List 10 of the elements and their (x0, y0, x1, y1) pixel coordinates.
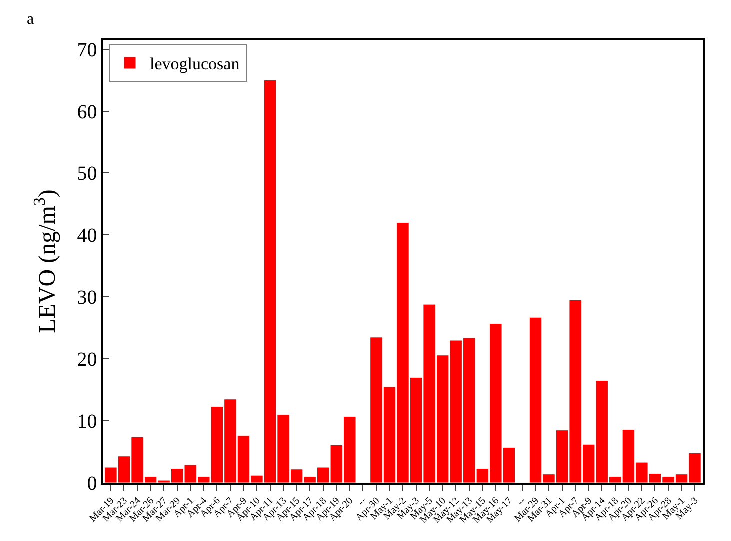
legend-label: levoglucosan (150, 54, 240, 74)
y-tick-label: 30 (77, 287, 98, 310)
y-tick-label: 50 (77, 163, 98, 186)
y-tick-label: 70 (77, 39, 98, 62)
y-tick-label: 0 (87, 473, 98, 495)
text: a (27, 11, 34, 28)
y-tick-label: 10 (77, 411, 98, 434)
y-tick-label: 20 (77, 349, 98, 372)
y-tick-label: 40 (77, 225, 98, 248)
y-tick-label: 60 (77, 101, 98, 124)
